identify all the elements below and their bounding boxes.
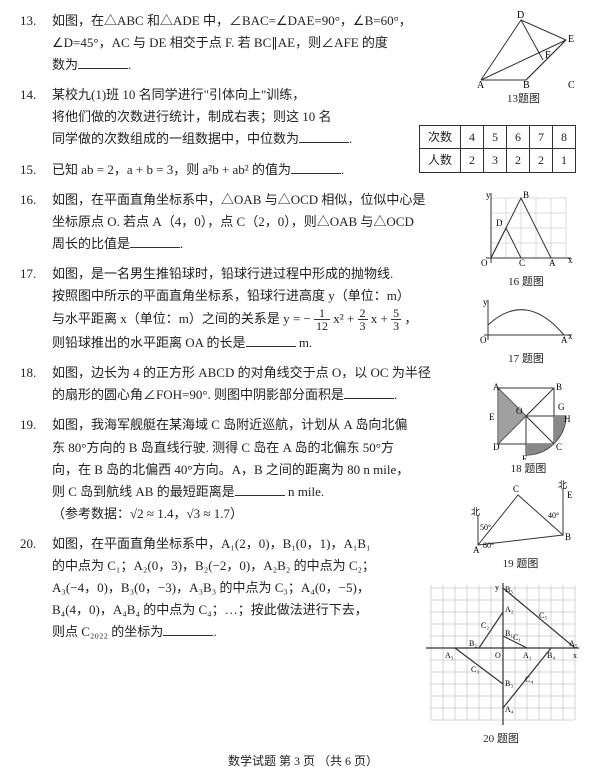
l20-B5: B₅ (505, 585, 513, 594)
t-r1c1: 4 (461, 126, 484, 149)
q20-num: 20. (20, 533, 52, 643)
q14-text-b: 将他们做的次数进行统计，制成右表；则这 10 名 (52, 109, 332, 124)
eq-d: 3 (358, 320, 368, 332)
q19-text-b: 东 80°方向的 B 岛直线行驶. 测得 C 岛在 A 岛的北偏东 50°方 (52, 440, 394, 455)
lbl16-y: y (486, 190, 491, 200)
l20-x: x (573, 651, 577, 660)
q20-text-a: 如图，在平面直角坐标系中，A₁(2，0)，B₁(0，1)，A₁B₁ (52, 536, 371, 551)
q13-text-b: ∠D=45°，AC 与 DE 相交于点 F. 若 BC∥AE，则∠AFE 的度 (52, 35, 388, 50)
l17-A: A (561, 335, 568, 345)
fig-16-svg: O A B C D x y (476, 188, 576, 273)
q18-text-a: 如图，边长为 4 的正方形 ABCD 的对角线交于点 O，以 OC 为半径 (52, 365, 431, 380)
q16-blank (130, 235, 180, 248)
l20-C4: C₄ (525, 675, 533, 684)
fig-17: O A x y 17 题图 (476, 295, 576, 369)
l19-C: C (513, 484, 519, 494)
q19-text-d: 则 C 岛到航线 AB 的最短距离是 (52, 484, 235, 499)
q18-num: 18. (20, 362, 52, 406)
question-15: 15. 已知 ab = 2，a + b = 3，则 a²b + ab² 的值为. (20, 159, 586, 181)
l20-C1: C₁ (513, 633, 521, 642)
q17-text-c: 与水平距离 x（单位：m）之间的关系是 y = (52, 311, 300, 326)
q14-num: 14. (20, 84, 52, 150)
l17-x: x (568, 331, 573, 341)
l19-40: 40° (548, 511, 559, 520)
fig-20-label: 20 题图 (421, 730, 581, 749)
l20-A1: A₁ (523, 651, 532, 660)
q16-text-a: 如图，在平面直角坐标系中，△OAB 与△OCD 相似，位似中心是 (52, 192, 425, 207)
l18-A: A (493, 382, 500, 392)
q17-text-a: 如图，是一名男生推铅球时，铅球行进过程中形成的抛物线. (52, 266, 393, 281)
q14-blank (299, 130, 349, 143)
q13-text-a: 如图，在△ABC 和△ADE 中，∠BAC=∠DAE=90°，∠B=60°， (52, 13, 412, 28)
q15-body: 已知 ab = 2，a + b = 3，则 a²b + ab² 的值为. (52, 159, 586, 181)
lbl-D: D (517, 10, 524, 21)
q15-blank (291, 161, 341, 174)
t-r1c3: 6 (507, 126, 530, 149)
q19-blank (235, 483, 285, 496)
l19-N2: 北 (558, 480, 567, 490)
q20-text-d: B₄(4，0)，A₄B₄ 的中点为 C₄；…；按此做法进行下去， (52, 602, 368, 617)
l20-B2: B₂ (469, 639, 477, 648)
t-r1c4: 7 (530, 126, 553, 149)
t-r1c5: 8 (553, 126, 576, 149)
l20-B3: B₃ (505, 679, 513, 688)
eq-b: 12 (314, 320, 330, 332)
q13-text-c: 数为 (52, 57, 78, 72)
q14-text-c: 同学做的次数组成的一组数据中，中位数为 (52, 131, 299, 146)
q20-text-b: 的中点为 C₁；A₂(0，3)，B₂(−2，0)，A₂B₂ 的中点为 C₂； (52, 558, 375, 573)
q16-text-b: 坐标原点 O. 若点 A（4，0），点 C（2，0），则△OAB 与△OCD (52, 214, 414, 229)
q17-text-b: 按照图中所示的平面直角坐标系，铅球行进高度 y（单位：m） (52, 288, 410, 303)
fig-20-svg: O x y A₁ A₂ A₃ A₄ A₅ B₁ B₂ B₃ B₄ B₅ C₁ C… (421, 580, 581, 730)
page-footer: 数学试题 第 3 页 （共 6 页） (0, 751, 606, 771)
lbl-F: F (545, 50, 551, 61)
lbl-E: E (568, 34, 574, 45)
lbl16-B: B (523, 190, 529, 200)
q13-blank (78, 56, 128, 69)
q17-blank (246, 334, 296, 347)
q14-text-a: 某校九(1)班 10 名同学进行"引体向上"训练， (52, 87, 305, 102)
q19-text-a: 如图，我海军舰艇在某海域 C 岛附近巡航，计划从 A 岛向北偏 (52, 417, 407, 432)
l20-O: O (495, 651, 501, 660)
l20-y: y (495, 583, 499, 592)
lbl16-D: D (496, 218, 503, 228)
l17-O: O (480, 335, 487, 345)
fig-17-svg: O A x y (476, 295, 576, 350)
q19-text-c: 向，在 B 岛的北偏西 40°方向。A，B 之间的距离为 80 n mile， (52, 462, 409, 477)
l20-C3: C₃ (471, 665, 479, 674)
l18-G: G (558, 402, 565, 412)
q17-num: 17. (20, 263, 52, 354)
l19-N1: 北 (471, 507, 480, 517)
l19-50: 50° (480, 523, 491, 532)
l19-E: E (567, 490, 573, 500)
l20-A3: A₃ (445, 651, 454, 660)
fig-13-svg: A B C D E F (471, 10, 576, 90)
q19-ref: （参考数据：√2 ≈ 1.4，√3 ≈ 1.7） (52, 506, 243, 521)
q19-text-e: n mile. (288, 484, 324, 499)
fig-20: O x y A₁ A₂ A₃ A₄ A₅ B₁ B₂ B₃ B₄ B₅ C₁ C… (421, 580, 581, 749)
q20-text-e: 则点 C₂₀₂₂ 的坐标为 (52, 624, 163, 639)
l20-C5: C₅ (539, 611, 547, 620)
q19-num: 19. (20, 414, 52, 524)
t-r1c0: 次数 (419, 126, 460, 149)
eq-f: 3 (391, 320, 401, 332)
q15-num: 15. (20, 159, 52, 181)
q18-blank (344, 386, 394, 399)
q16-text-c: 周长的比值是 (52, 236, 130, 251)
q18-text-b: 的扇形的圆心角∠FOH=90°. 则图中阴影部分面积是 (52, 387, 344, 402)
q16-num: 16. (20, 189, 52, 255)
l20-C2: C₂ (481, 621, 489, 630)
q20-text-c: A₃(−4，0)，B₃(0，−3)，A₃B₃ 的中点为 C₃；A₄(0，−5)， (52, 580, 370, 595)
l20-A5: A₅ (569, 639, 578, 648)
q13-num: 13. (20, 10, 52, 76)
l17-y: y (483, 297, 488, 307)
t-r1c2: 5 (484, 126, 507, 149)
l20-A2: A₂ (505, 605, 514, 614)
q17-text-d: 则铅球推出的水平距离 OA 的长是 (52, 335, 246, 350)
l20-B4: B₄ (547, 651, 555, 660)
q15-text-a: 已知 ab = 2，a + b = 3，则 a²b + ab² 的值为 (52, 162, 291, 177)
q17-text-e: m. (299, 335, 312, 350)
q20-blank (163, 623, 213, 636)
l20-A4: A₄ (505, 705, 514, 714)
l18-B: B (556, 382, 562, 392)
